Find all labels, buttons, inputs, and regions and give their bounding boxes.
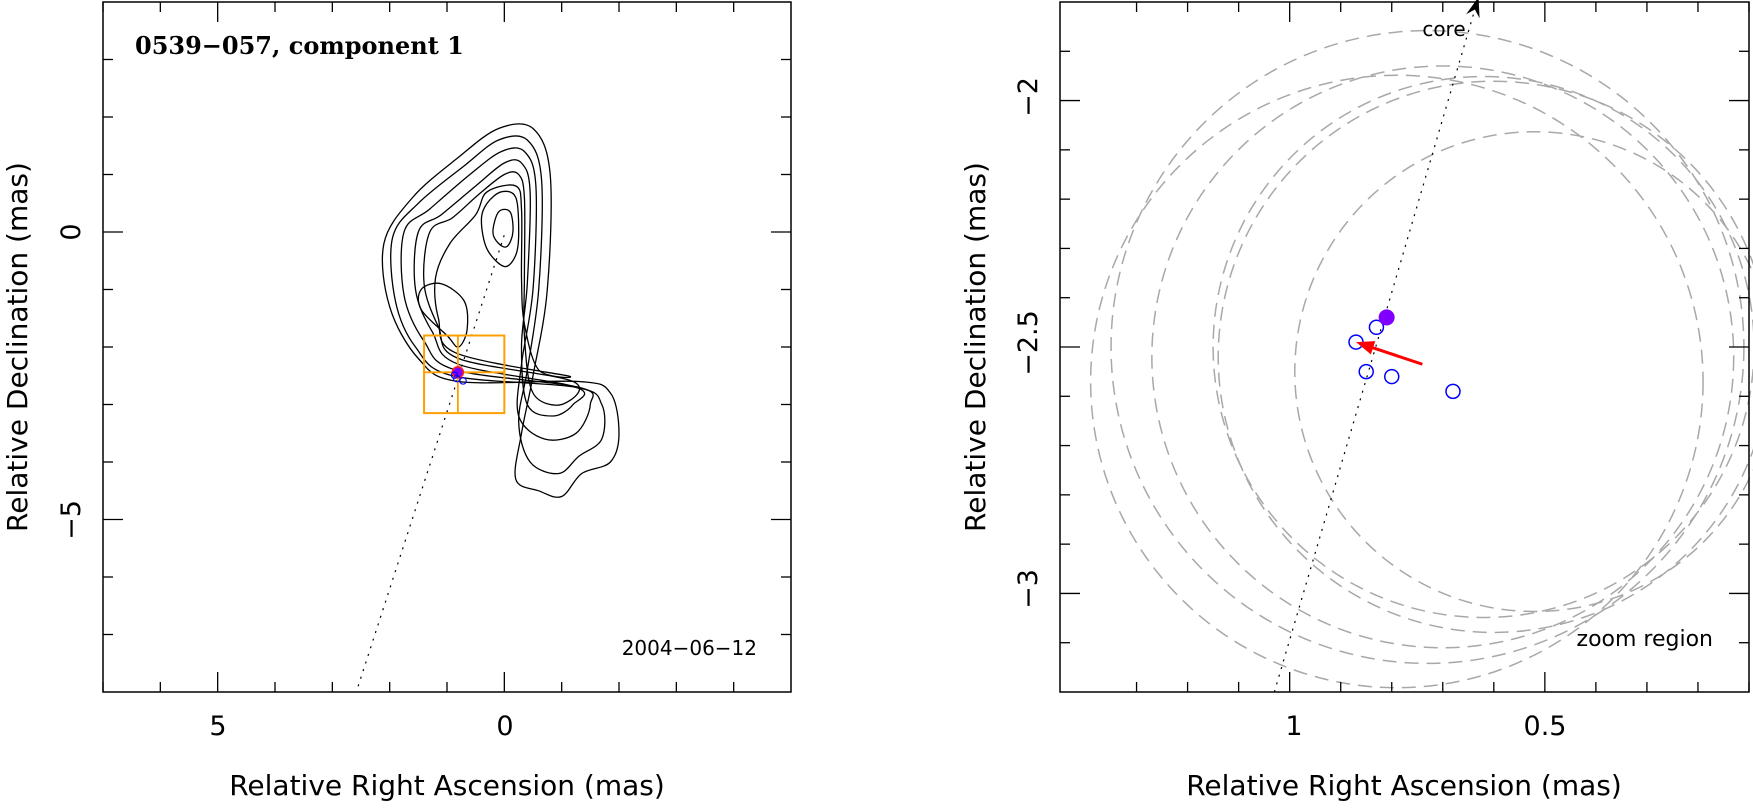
contour-3 xyxy=(400,147,594,441)
y-tick-label-minus3: −3 xyxy=(1013,569,1044,609)
motion-arrow-shaft xyxy=(1370,345,1423,366)
zoom-box xyxy=(423,334,506,415)
uncertainty-circle-6 xyxy=(1294,131,1753,613)
core-track-line xyxy=(357,234,505,687)
x-tick-label-5: 5 xyxy=(209,711,226,742)
contour-1 xyxy=(381,123,620,498)
x-tick-label-1: 1 xyxy=(1285,711,1302,742)
uncertainty-circle-2 xyxy=(1110,29,1745,665)
x-tick-label-0: 0 xyxy=(496,711,513,742)
uncertainty-circle-4 xyxy=(1212,75,1753,619)
right-panel: core zoom region 1 0.5 −2 −2.5 −3 Relati… xyxy=(959,0,1753,802)
core-track-line xyxy=(1273,0,1479,693)
plot-frame xyxy=(102,1,792,693)
plot-frame xyxy=(1059,1,1750,693)
open-point xyxy=(452,374,461,383)
core-label: core xyxy=(1422,17,1465,41)
y-tick-label-0: 0 xyxy=(56,223,87,240)
contour-6 xyxy=(434,184,572,379)
y-axis-label: Relative Declination (mas) xyxy=(1,162,34,532)
open-point-4 xyxy=(1383,368,1400,385)
open-point-3 xyxy=(1358,363,1374,380)
filled-point xyxy=(1378,309,1395,326)
y-axis-label: Relative Declination (mas) xyxy=(959,162,992,532)
motion-arrow-head xyxy=(1356,341,1376,355)
contour-4 xyxy=(413,159,586,417)
contour-5 xyxy=(423,171,581,406)
core-direction-arrowhead xyxy=(1466,0,1480,19)
contour-map xyxy=(381,123,620,498)
chart-title: 0539−057, component 1 xyxy=(135,31,464,60)
zoom-region-label: zoom region xyxy=(1577,627,1713,652)
x-tick-label-0-5: 0.5 xyxy=(1524,711,1567,742)
uncertainty-circle-1 xyxy=(1089,74,1704,689)
open-point-5 xyxy=(1445,383,1461,400)
axis-ticks xyxy=(102,2,791,692)
y-tick-label-minus2-5: −2.5 xyxy=(1013,310,1044,376)
observation-date: 2004−06−12 xyxy=(622,636,757,660)
x-axis-label: Relative Right Ascension (mas) xyxy=(1186,769,1622,802)
left-panel: 0539−057, component 1 2004−06−12 5 0 0 −… xyxy=(1,1,792,802)
open-points xyxy=(1348,319,1461,400)
open-point xyxy=(459,377,467,385)
x-axis-label: Relative Right Ascension (mas) xyxy=(229,769,665,802)
motion-arrow xyxy=(1356,341,1423,366)
contour-8 xyxy=(480,190,520,268)
zoom-box-outline xyxy=(423,334,506,415)
y-tick-label-minus2: −2 xyxy=(1013,77,1044,117)
uncertainty-circles xyxy=(1089,29,1753,689)
open-point-2 xyxy=(1368,319,1385,336)
contour-7 xyxy=(417,282,469,348)
contour-2 xyxy=(390,135,606,475)
uncertainty-circle-3 xyxy=(1151,65,1735,649)
contour-9 xyxy=(492,208,514,248)
y-tick-label-minus5: −5 xyxy=(56,500,87,540)
uncertainty-circle-5 xyxy=(1217,80,1753,634)
axis-ticks xyxy=(1060,2,1750,692)
